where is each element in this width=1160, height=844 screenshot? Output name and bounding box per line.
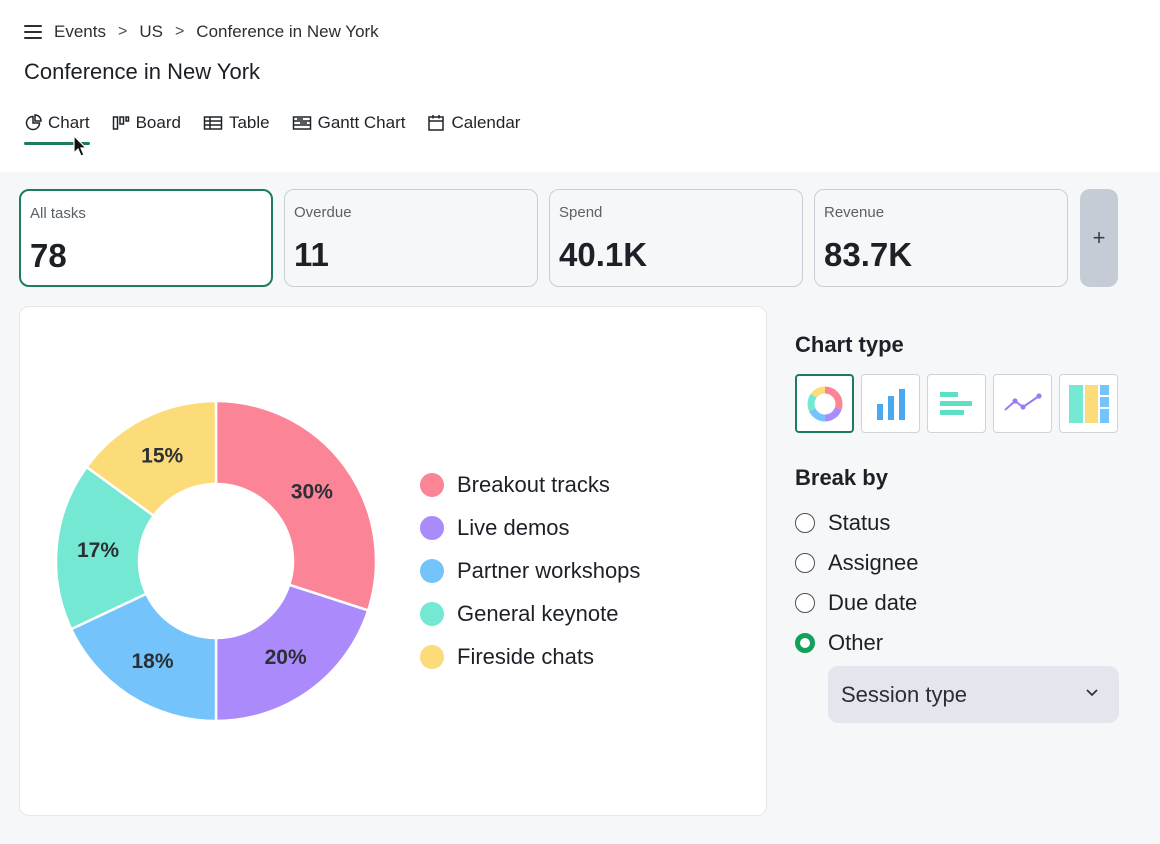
- donut-slice-general-keynote[interactable]: [54, 465, 156, 631]
- stat-label: Overdue: [294, 204, 352, 221]
- legend-item[interactable]: Partner workshops: [420, 549, 640, 592]
- table-icon: [203, 116, 223, 130]
- legend-label: Partner workshops: [457, 557, 641, 583]
- donut-slice-partner-workshops[interactable]: [69, 592, 218, 723]
- tab-board[interactable]: Board: [112, 110, 181, 136]
- tab-calendar[interactable]: Calendar: [427, 110, 520, 136]
- gantt-icon: [292, 116, 311, 130]
- break-by-options: Status Assignee Due date Other: [795, 503, 919, 663]
- page-title: Conference in New York: [24, 59, 261, 84]
- chart-type-horizontal-bar-button[interactable]: [927, 374, 986, 433]
- donut-slice-label: 15%: [141, 444, 183, 467]
- chart-type-line-button[interactable]: [993, 374, 1052, 433]
- stat-card-all-tasks[interactable]: All tasks 78: [19, 189, 273, 287]
- breadcrumb-separator: >: [117, 23, 128, 40]
- calendar-icon: [428, 115, 445, 131]
- chart-type-selector: [795, 374, 1125, 433]
- select-value: Session type: [841, 681, 967, 707]
- breadcrumb-item-events[interactable]: Events: [54, 22, 106, 41]
- view-tabs: Chart Board Table: [24, 110, 542, 145]
- radio-label: Due date: [828, 590, 918, 615]
- pie-chart-icon: [25, 114, 42, 131]
- break-by-other-option[interactable]: Other: [795, 623, 919, 663]
- tab-label: Chart: [48, 113, 90, 132]
- legend-swatch: [420, 601, 444, 626]
- menu-icon[interactable]: [24, 25, 42, 39]
- radio-label: Other: [828, 630, 884, 655]
- break-by-due-date-option[interactable]: Due date: [795, 583, 919, 623]
- radio-label: Assignee: [828, 550, 919, 575]
- tab-label: Board: [135, 113, 181, 132]
- board-icon: [112, 116, 129, 130]
- tab-gantt[interactable]: Gantt Chart: [292, 110, 406, 136]
- stat-value: 11: [294, 236, 329, 273]
- stat-card-spend[interactable]: Spend 40.1K: [549, 189, 803, 287]
- breadcrumb: Events > US > Conference in New York: [24, 20, 379, 44]
- donut-slice-label: 20%: [265, 646, 307, 669]
- stat-card-revenue[interactable]: Revenue 83.7K: [814, 189, 1068, 287]
- tab-label: Table: [228, 113, 270, 132]
- legend-item[interactable]: Breakout tracks: [420, 463, 640, 506]
- breadcrumb-item-us[interactable]: US: [139, 22, 163, 41]
- break-by-title: Break by: [795, 465, 888, 490]
- legend-label: General keynote: [457, 600, 619, 626]
- break-by-assignee-option[interactable]: Assignee: [795, 543, 919, 583]
- line-chart-icon: [1003, 392, 1042, 411]
- legend-swatch: [420, 644, 444, 669]
- radio-label: Status: [828, 510, 891, 535]
- chart-type-treemap-button[interactable]: [1059, 374, 1118, 433]
- donut-slice-label: 17%: [77, 539, 119, 562]
- stat-label: Revenue: [824, 204, 885, 221]
- break-by-other-select[interactable]: Session type: [828, 666, 1119, 723]
- stat-value: 78: [30, 237, 67, 274]
- radio-button[interactable]: [795, 513, 815, 533]
- donut-slice-label: 18%: [131, 650, 173, 673]
- legend-item[interactable]: Live demos: [420, 506, 640, 549]
- legend-swatch: [420, 515, 444, 540]
- chart-type-title: Chart type: [795, 332, 904, 357]
- chart-type-donut-button[interactable]: [795, 374, 854, 433]
- stat-card-overdue[interactable]: Overdue 11: [284, 189, 538, 287]
- donut-chart-icon: [807, 386, 842, 421]
- legend-item[interactable]: Fireside chats: [420, 635, 640, 678]
- tab-table[interactable]: Table: [203, 110, 270, 136]
- legend-item[interactable]: General keynote: [420, 592, 640, 635]
- donut-slice-fireside-chats[interactable]: [84, 399, 218, 518]
- break-by-status-option[interactable]: Status: [795, 503, 919, 543]
- bar-chart-icon: [876, 388, 905, 420]
- add-stat-button[interactable]: +: [1080, 189, 1118, 287]
- radio-button[interactable]: [795, 593, 815, 613]
- tab-label: Gantt Chart: [317, 113, 406, 132]
- stat-value: 83.7K: [824, 236, 913, 273]
- legend-swatch: [420, 472, 444, 497]
- chart-legend: Breakout tracks Live demos Partner worksho…: [420, 463, 640, 678]
- stat-label: Spend: [559, 204, 603, 221]
- donut-chart: 30% 20% 18% 17% 15%: [54, 399, 378, 723]
- breadcrumb-separator: >: [174, 23, 185, 40]
- horizontal-bar-chart-icon: [939, 391, 972, 415]
- chart-card: 30% 20% 18% 17% 15% Breakout tracks Live demo…: [19, 306, 767, 816]
- tab-chart[interactable]: Chart: [24, 110, 90, 145]
- donut-slice-breakout-tracks[interactable]: [214, 399, 378, 613]
- legend-label: Breakout tracks: [457, 471, 610, 497]
- treemap-icon: [1068, 384, 1109, 423]
- header-area: Events > US > Conference in New York Con…: [0, 0, 1160, 172]
- legend-swatch: [420, 558, 444, 583]
- stat-label: All tasks: [30, 205, 86, 222]
- tab-label: Calendar: [451, 113, 521, 132]
- legend-label: Live demos: [457, 514, 570, 540]
- chevron-down-icon: [1086, 689, 1098, 697]
- breadcrumb-item-current: Conference in New York: [196, 22, 379, 41]
- radio-button[interactable]: [795, 553, 815, 573]
- donut-slice-label: 30%: [291, 480, 333, 503]
- chart-type-bar-button[interactable]: [861, 374, 920, 433]
- donut-slice-live-demos[interactable]: [214, 583, 370, 723]
- radio-button-checked[interactable]: [795, 633, 815, 653]
- legend-label: Fireside chats: [457, 643, 594, 669]
- mouse-cursor-icon: [73, 135, 88, 157]
- stat-value: 40.1K: [559, 236, 648, 273]
